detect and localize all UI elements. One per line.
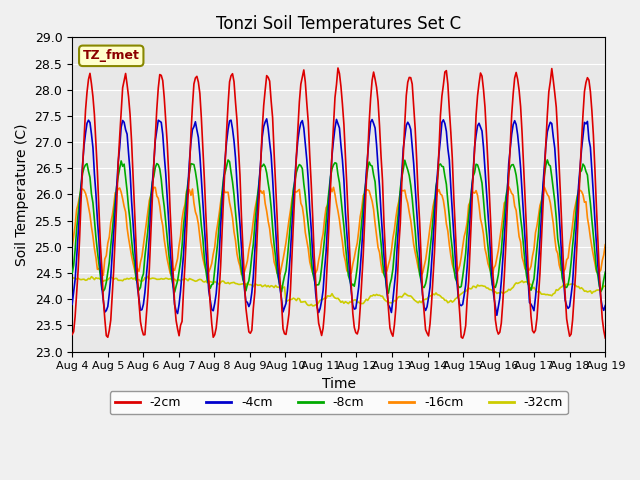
X-axis label: Time: Time xyxy=(322,377,356,391)
Text: TZ_fmet: TZ_fmet xyxy=(83,49,140,62)
Title: Tonzi Soil Temperatures Set C: Tonzi Soil Temperatures Set C xyxy=(216,15,461,33)
Y-axis label: Soil Temperature (C): Soil Temperature (C) xyxy=(15,123,29,266)
Legend: -2cm, -4cm, -8cm, -16cm, -32cm: -2cm, -4cm, -8cm, -16cm, -32cm xyxy=(109,391,568,414)
